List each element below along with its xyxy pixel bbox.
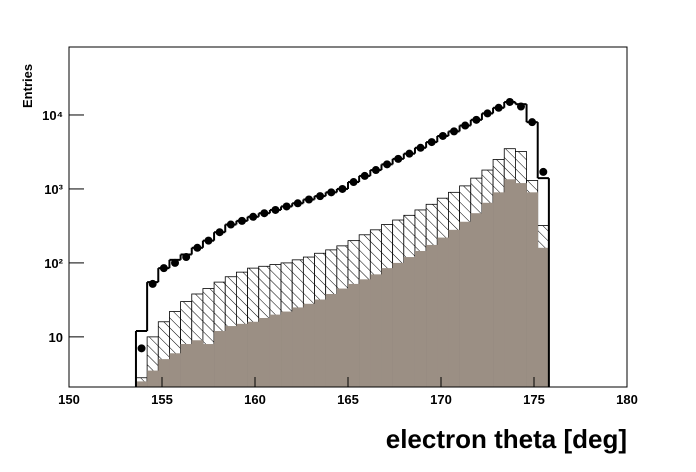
x-tick-label: 170: [430, 392, 452, 407]
data-point: [171, 258, 180, 267]
data-point: [528, 118, 537, 127]
data-point: [427, 138, 436, 147]
filled-bar: [292, 307, 304, 387]
x-tick-label: 180: [616, 392, 638, 407]
x-tick-label: 160: [244, 392, 266, 407]
filled-bar: [303, 303, 315, 387]
data-point: [282, 202, 291, 211]
x-tick-label: 175: [523, 392, 545, 407]
filled-bar: [359, 279, 371, 387]
filled-bar: [348, 283, 360, 387]
filled-bar: [414, 250, 427, 387]
filled-bar: [403, 257, 416, 387]
filled-bar: [459, 221, 472, 387]
filled-bar: [481, 202, 494, 387]
data-point: [516, 102, 525, 111]
plot: [134, 97, 550, 387]
y-tick-label: 10⁴: [42, 108, 63, 123]
filled-bar: [247, 321, 260, 387]
data-point: [215, 228, 224, 237]
data-point: [204, 236, 213, 245]
filled-bar: [426, 244, 438, 387]
filled-bar: [281, 311, 293, 387]
data-point: [349, 178, 358, 187]
data-point: [159, 264, 168, 273]
data-point: [226, 220, 235, 229]
filled-bar: [169, 353, 181, 387]
data-point: [293, 199, 302, 208]
y-tick-label: 10: [49, 330, 63, 345]
filled-bar: [392, 262, 405, 387]
filled-bar: [191, 340, 204, 387]
x-axis-title: electron theta [deg]: [386, 424, 627, 454]
filled-bar: [470, 213, 483, 387]
filled-bar: [325, 293, 338, 387]
filled-bar: [526, 192, 539, 387]
data-point: [416, 143, 425, 152]
filled-bar: [269, 314, 282, 387]
data-point: [539, 167, 548, 176]
x-tick-label: 150: [58, 392, 80, 407]
step-riser: [134, 101, 550, 387]
filled-bar: [225, 326, 237, 387]
filled-bar: [258, 317, 271, 387]
filled-bar: [314, 299, 326, 387]
data-point: [360, 171, 369, 180]
data-point: [338, 184, 347, 193]
filled-bar: [236, 323, 248, 387]
filled-bar: [336, 288, 349, 387]
y-tick-label: 10³: [44, 182, 63, 197]
data-point: [438, 131, 447, 140]
data-point: [472, 115, 481, 124]
data-point: [494, 103, 503, 112]
filled-bar: [180, 344, 193, 387]
filled-bar: [370, 274, 382, 387]
data-point: [394, 154, 403, 163]
filled-bar: [214, 331, 226, 387]
y-tick-label: 10²: [44, 256, 63, 271]
filled-bar: [135, 381, 148, 387]
data-point: [182, 253, 191, 262]
data-point: [450, 127, 459, 136]
filled-bar: [158, 359, 170, 387]
filled-bar: [504, 179, 516, 387]
x-tick-label: 165: [337, 392, 359, 407]
filled-bar: [493, 192, 505, 387]
data-point: [505, 97, 514, 106]
data-point: [383, 160, 392, 169]
data-point: [461, 121, 470, 130]
filled-bar: [448, 229, 460, 387]
data-point: [137, 344, 146, 353]
filled-bar: [437, 237, 449, 387]
data-point: [327, 188, 336, 197]
data-point: [304, 195, 313, 204]
data-point: [271, 205, 280, 214]
x-tick-label: 155: [151, 392, 173, 407]
filled-bar: [537, 247, 550, 387]
data-point: [371, 166, 380, 175]
filled-bar: [147, 370, 159, 387]
data-point: [249, 212, 258, 221]
filled-bar: [202, 344, 215, 387]
data-point: [483, 109, 492, 118]
data-point: [405, 149, 414, 158]
filled-bar: [515, 183, 527, 387]
data-point: [316, 192, 325, 201]
data-point: [237, 216, 246, 225]
y-axis-title: Entries: [20, 64, 35, 108]
data-point: [193, 243, 202, 252]
data-point: [260, 209, 269, 218]
data-point: [148, 279, 157, 288]
filled-bar: [381, 268, 393, 387]
